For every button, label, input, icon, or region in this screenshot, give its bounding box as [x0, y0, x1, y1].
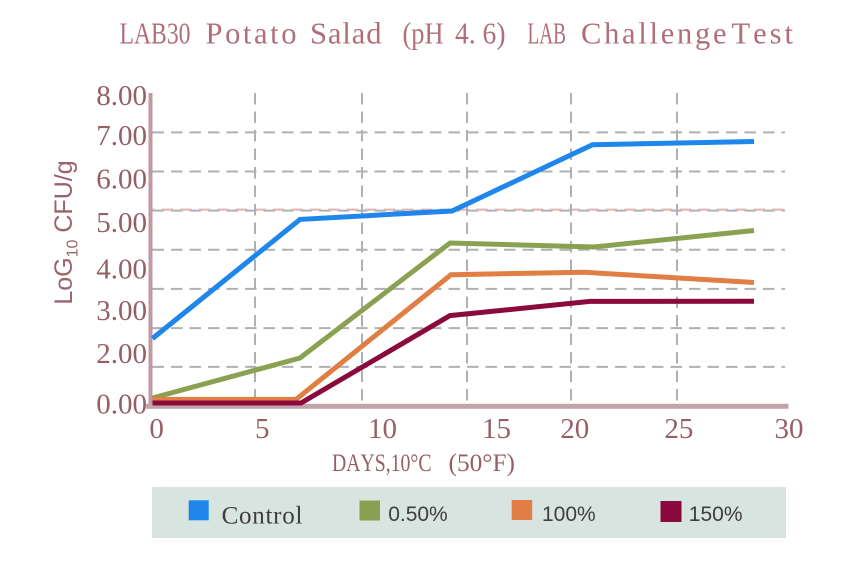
svg-text:25: 25: [664, 413, 693, 445]
svg-text:LAB30: LAB30: [120, 16, 191, 50]
svg-text:6.00: 6.00: [96, 163, 147, 195]
svg-text:100%: 100%: [542, 503, 596, 526]
svg-text:30: 30: [775, 413, 804, 445]
svg-text:LAB: LAB: [528, 16, 567, 50]
svg-text:(50°F): (50°F): [449, 450, 516, 477]
svg-text:Potato: Potato: [206, 16, 297, 50]
svg-text:Salad: Salad: [310, 16, 382, 50]
svg-text:0.00: 0.00: [96, 388, 147, 420]
svg-text:LoG10 CFU/g: LoG10 CFU/g: [50, 160, 82, 304]
svg-text:2.00: 2.00: [96, 338, 147, 370]
svg-text:4.00: 4.00: [96, 254, 147, 286]
svg-text:3.00: 3.00: [96, 295, 147, 327]
svg-text:DAYS,10°C: DAYS,10°C: [332, 450, 432, 477]
svg-text:7.00: 7.00: [96, 120, 147, 152]
svg-text:150%: 150%: [689, 503, 743, 526]
svg-text:4. 6): 4. 6): [455, 16, 506, 50]
svg-text:(pH: (pH: [403, 16, 444, 50]
svg-text:20: 20: [560, 413, 589, 445]
svg-text:8.00: 8.00: [96, 80, 147, 112]
svg-text:Challenge: Challenge: [581, 16, 727, 50]
svg-text:10: 10: [368, 413, 397, 445]
svg-text:0.50%: 0.50%: [388, 503, 448, 526]
svg-text:0: 0: [149, 413, 164, 445]
svg-text:5.00: 5.00: [96, 207, 147, 239]
svg-text:Test: Test: [732, 16, 794, 50]
svg-text:5: 5: [255, 413, 270, 445]
svg-text:15: 15: [482, 413, 511, 445]
svg-text:Control: Control: [222, 503, 303, 530]
